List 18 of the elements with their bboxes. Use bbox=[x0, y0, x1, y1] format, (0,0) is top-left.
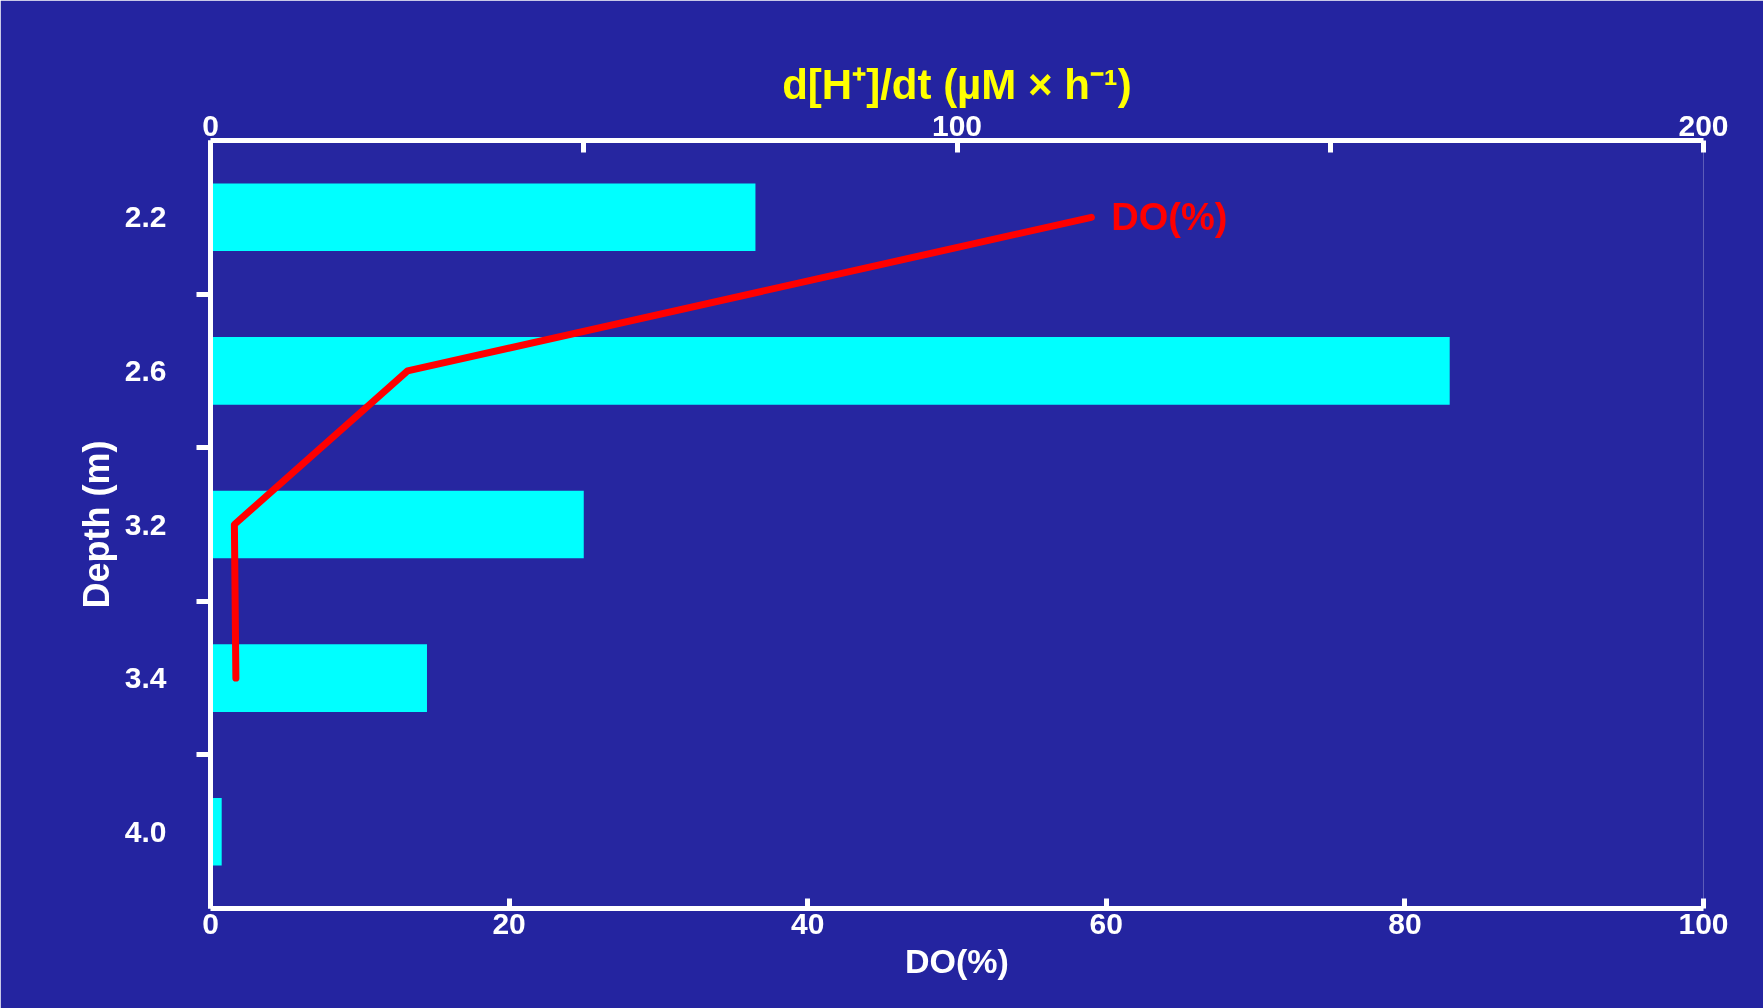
x2-tick-label: 200 bbox=[1678, 108, 1729, 142]
x-tick-label: 40 bbox=[791, 906, 825, 940]
x-axis-title: DO(%) bbox=[905, 941, 1009, 980]
x2-tick-label: 100 bbox=[931, 108, 983, 142]
x-tick-label: 100 bbox=[1678, 906, 1729, 940]
y-tick-label: 2.6 bbox=[124, 353, 167, 387]
y-axis-title: Depth (m) bbox=[75, 440, 117, 609]
x-tick-label: 60 bbox=[1089, 906, 1123, 940]
x2-tick-label: 0 bbox=[202, 108, 219, 142]
y-tick-label: 3.2 bbox=[124, 507, 167, 541]
x-tick-label: 0 bbox=[202, 906, 219, 940]
x-tick-label: 20 bbox=[492, 906, 526, 940]
x-tick-label: 80 bbox=[1388, 906, 1422, 940]
y-tick-label: 4.0 bbox=[124, 814, 167, 848]
y-tick-label: 3.4 bbox=[124, 661, 167, 695]
x2-axis-title: d[H⁺]/dt (µM × h⁻¹) bbox=[782, 60, 1132, 108]
y-tick-label: 2.2 bbox=[124, 200, 167, 234]
series-label: DO(%) bbox=[1111, 196, 1228, 239]
